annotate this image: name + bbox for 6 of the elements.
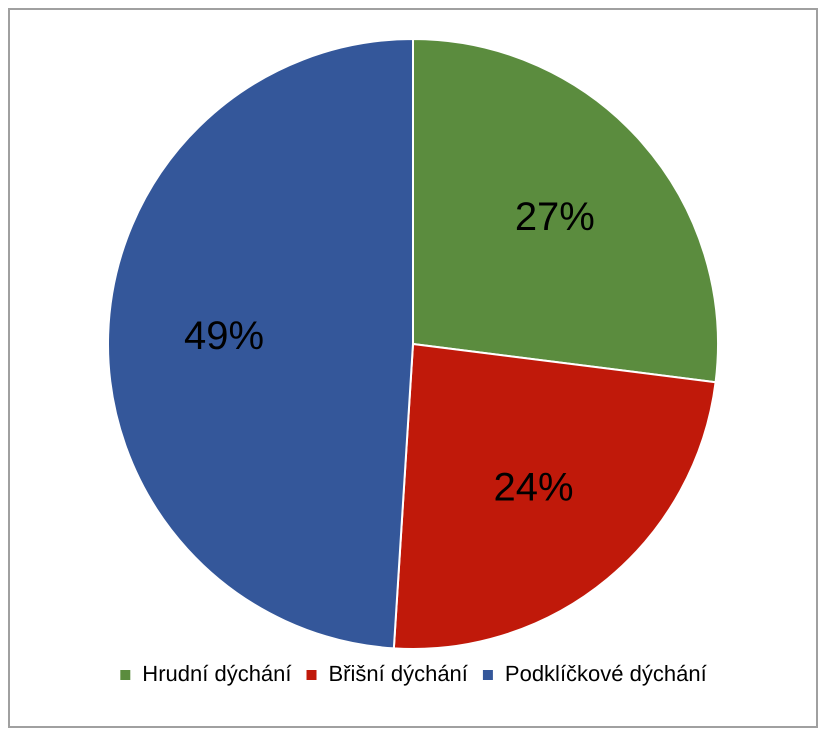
legend-label: Podklíčkové dýchání <box>504 661 707 686</box>
legend-label: Hrudní dýchání <box>142 661 292 686</box>
data-label: 27% <box>514 194 595 239</box>
legend-label: Břišní dýchání <box>328 661 468 686</box>
data-label: 49% <box>184 314 264 358</box>
data-label: 24% <box>494 466 574 510</box>
